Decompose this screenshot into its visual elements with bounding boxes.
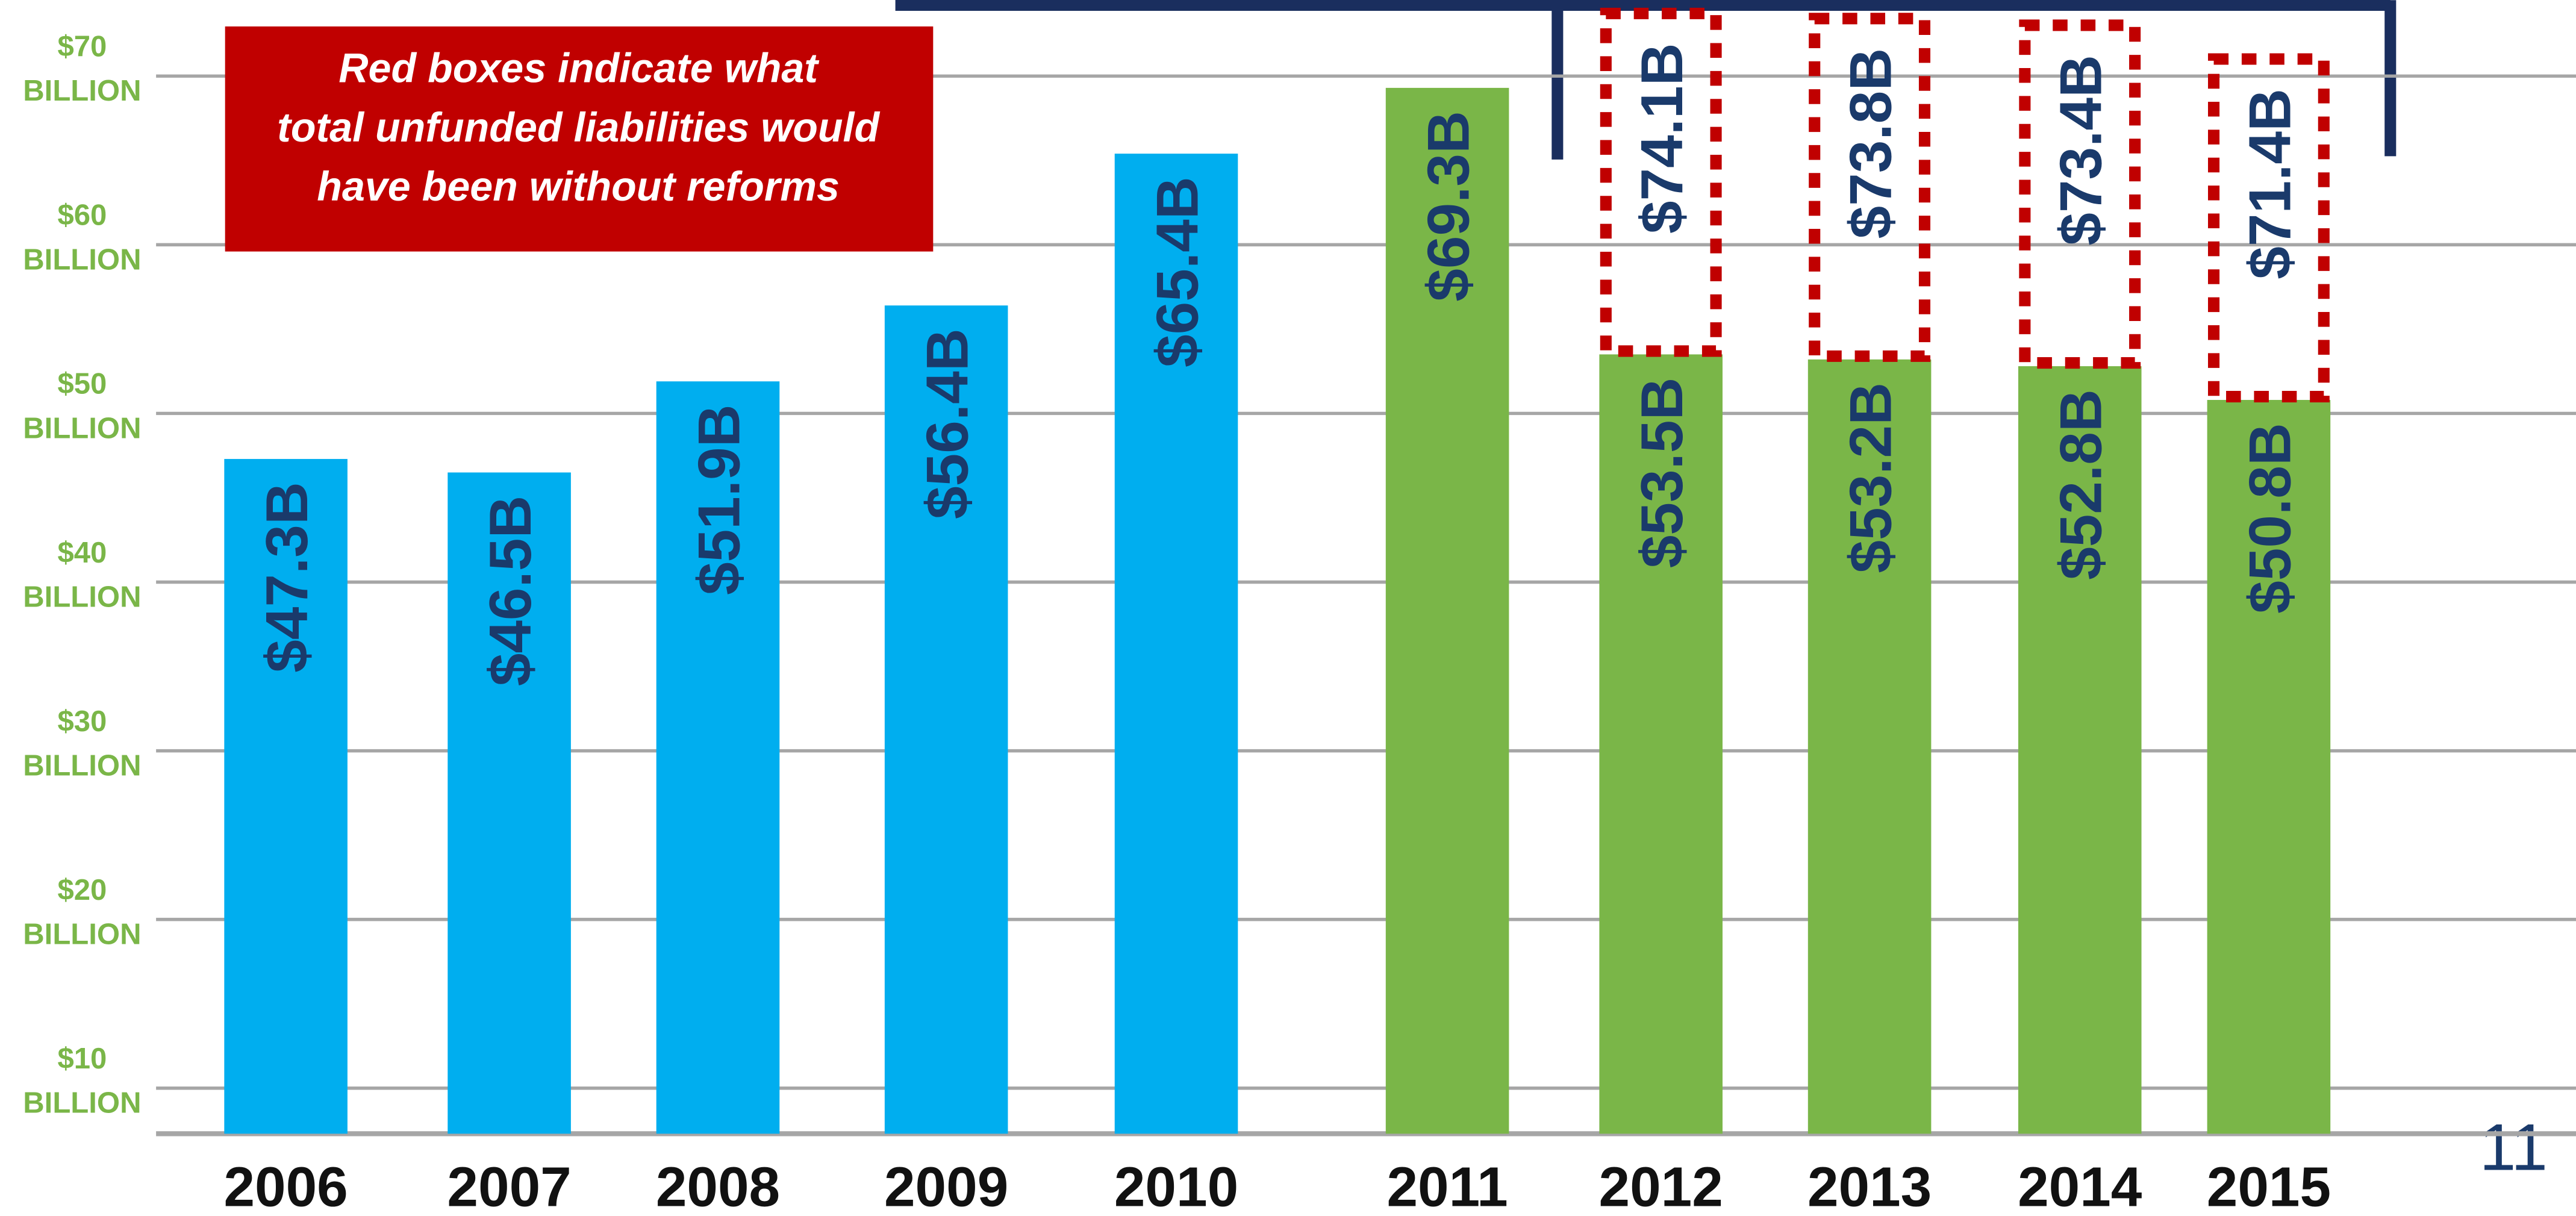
- unreformed-label: $71.4B: [2236, 89, 2303, 279]
- x-tick-label: 2012: [1599, 1155, 1723, 1216]
- x-tick-label: 2007: [447, 1155, 571, 1216]
- x-tick-label: 2014: [2018, 1155, 2142, 1216]
- annotation-text: total unfunded liabilities would: [277, 105, 880, 151]
- bar: [448, 472, 571, 1134]
- y-tick-label: $40 BILLION: [23, 537, 141, 614]
- x-tick-label: 2015: [2207, 1155, 2331, 1216]
- y-tick-label: $30 BILLION: [23, 705, 141, 782]
- value-label: $65.4B: [1144, 176, 1210, 367]
- x-tick-label: 2009: [884, 1155, 1008, 1216]
- value-label: $46.5B: [477, 496, 543, 687]
- bar: [1114, 154, 1238, 1134]
- value-label: $51.9B: [685, 404, 752, 595]
- unreformed-box: [1809, 13, 1931, 362]
- slide-number: 11: [2480, 1111, 2548, 1184]
- unreformed-label: $73.4B: [2048, 55, 2114, 246]
- x-tick-label: 2011: [1386, 1155, 1508, 1216]
- value-label: $50.8B: [2236, 423, 2303, 614]
- value-label: $56.4B: [914, 328, 981, 519]
- value-label: $53.5B: [1629, 378, 1695, 569]
- bar: [656, 381, 780, 1134]
- y-tick-label: $20 BILLION: [23, 874, 141, 951]
- x-tick-label: 2010: [1114, 1155, 1238, 1216]
- x-tick-label: 2013: [1807, 1155, 1932, 1216]
- value-label: $69.3B: [1415, 111, 1482, 302]
- value-label: $47.3B: [254, 482, 320, 673]
- value-label: $53.2B: [1838, 382, 1904, 573]
- unreformed-label: $74.1B: [1629, 43, 1695, 234]
- y-tick-label: $50 BILLION: [23, 368, 141, 445]
- bar: [2207, 400, 2331, 1134]
- bar: [1385, 87, 1509, 1134]
- x-tick-label: 2006: [223, 1155, 348, 1216]
- y-tick-label: $60 BILLION: [23, 199, 141, 276]
- unreformed-box: [2208, 53, 2330, 403]
- bar: [224, 459, 348, 1134]
- bar: [1807, 359, 1932, 1134]
- annotation-box: [225, 26, 934, 252]
- annotation-text: have been without reforms: [317, 164, 840, 210]
- value-label: $52.8B: [2048, 389, 2114, 580]
- bracket: [895, 0, 2397, 160]
- unreformed-label: $73.8B: [1838, 48, 1904, 239]
- unreformed-box: [2019, 19, 2141, 369]
- unreformed-box: [1600, 7, 1722, 357]
- bar: [2018, 366, 2142, 1134]
- bar: [1599, 354, 1723, 1134]
- x-tick-label: 2008: [656, 1155, 780, 1216]
- annotation-text: Red boxes indicate what: [338, 46, 820, 92]
- bar: [884, 305, 1008, 1134]
- y-tick-label: $70 BILLION: [23, 31, 141, 108]
- y-tick-label: $10 BILLION: [23, 1043, 141, 1120]
